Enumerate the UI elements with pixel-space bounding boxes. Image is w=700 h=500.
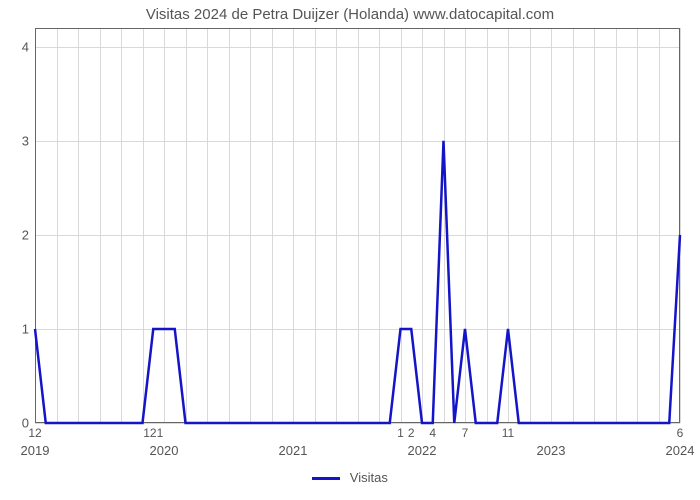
chart-container: Visitas 2024 de Petra Duijzer (Holanda) …: [0, 0, 700, 500]
data-point-label: 2: [408, 423, 415, 440]
data-point-label: 11: [502, 423, 514, 440]
y-tick-label: 2: [22, 227, 35, 242]
legend-swatch: [312, 477, 340, 480]
data-point-label: 1: [397, 423, 404, 440]
plot-area: 0123420192020202120222023202412121124711…: [35, 28, 680, 423]
line-series: [35, 28, 680, 423]
x-tick-label: 2023: [537, 423, 566, 458]
chart-title: Visitas 2024 de Petra Duijzer (Holanda) …: [0, 6, 700, 23]
data-point-label: 7: [462, 423, 469, 440]
y-tick-label: 3: [22, 133, 35, 148]
data-point-label: 12: [28, 423, 41, 440]
y-tick-label: 1: [22, 321, 35, 336]
legend-label: Visitas: [350, 470, 388, 485]
grid-line-vertical: [680, 28, 681, 423]
legend: Visitas: [0, 470, 700, 485]
data-point-label: 6: [677, 423, 684, 440]
data-point-label: 121: [143, 423, 163, 440]
data-point-label: 4: [429, 423, 436, 440]
x-tick-label: 2021: [279, 423, 308, 458]
y-tick-label: 4: [22, 39, 35, 54]
